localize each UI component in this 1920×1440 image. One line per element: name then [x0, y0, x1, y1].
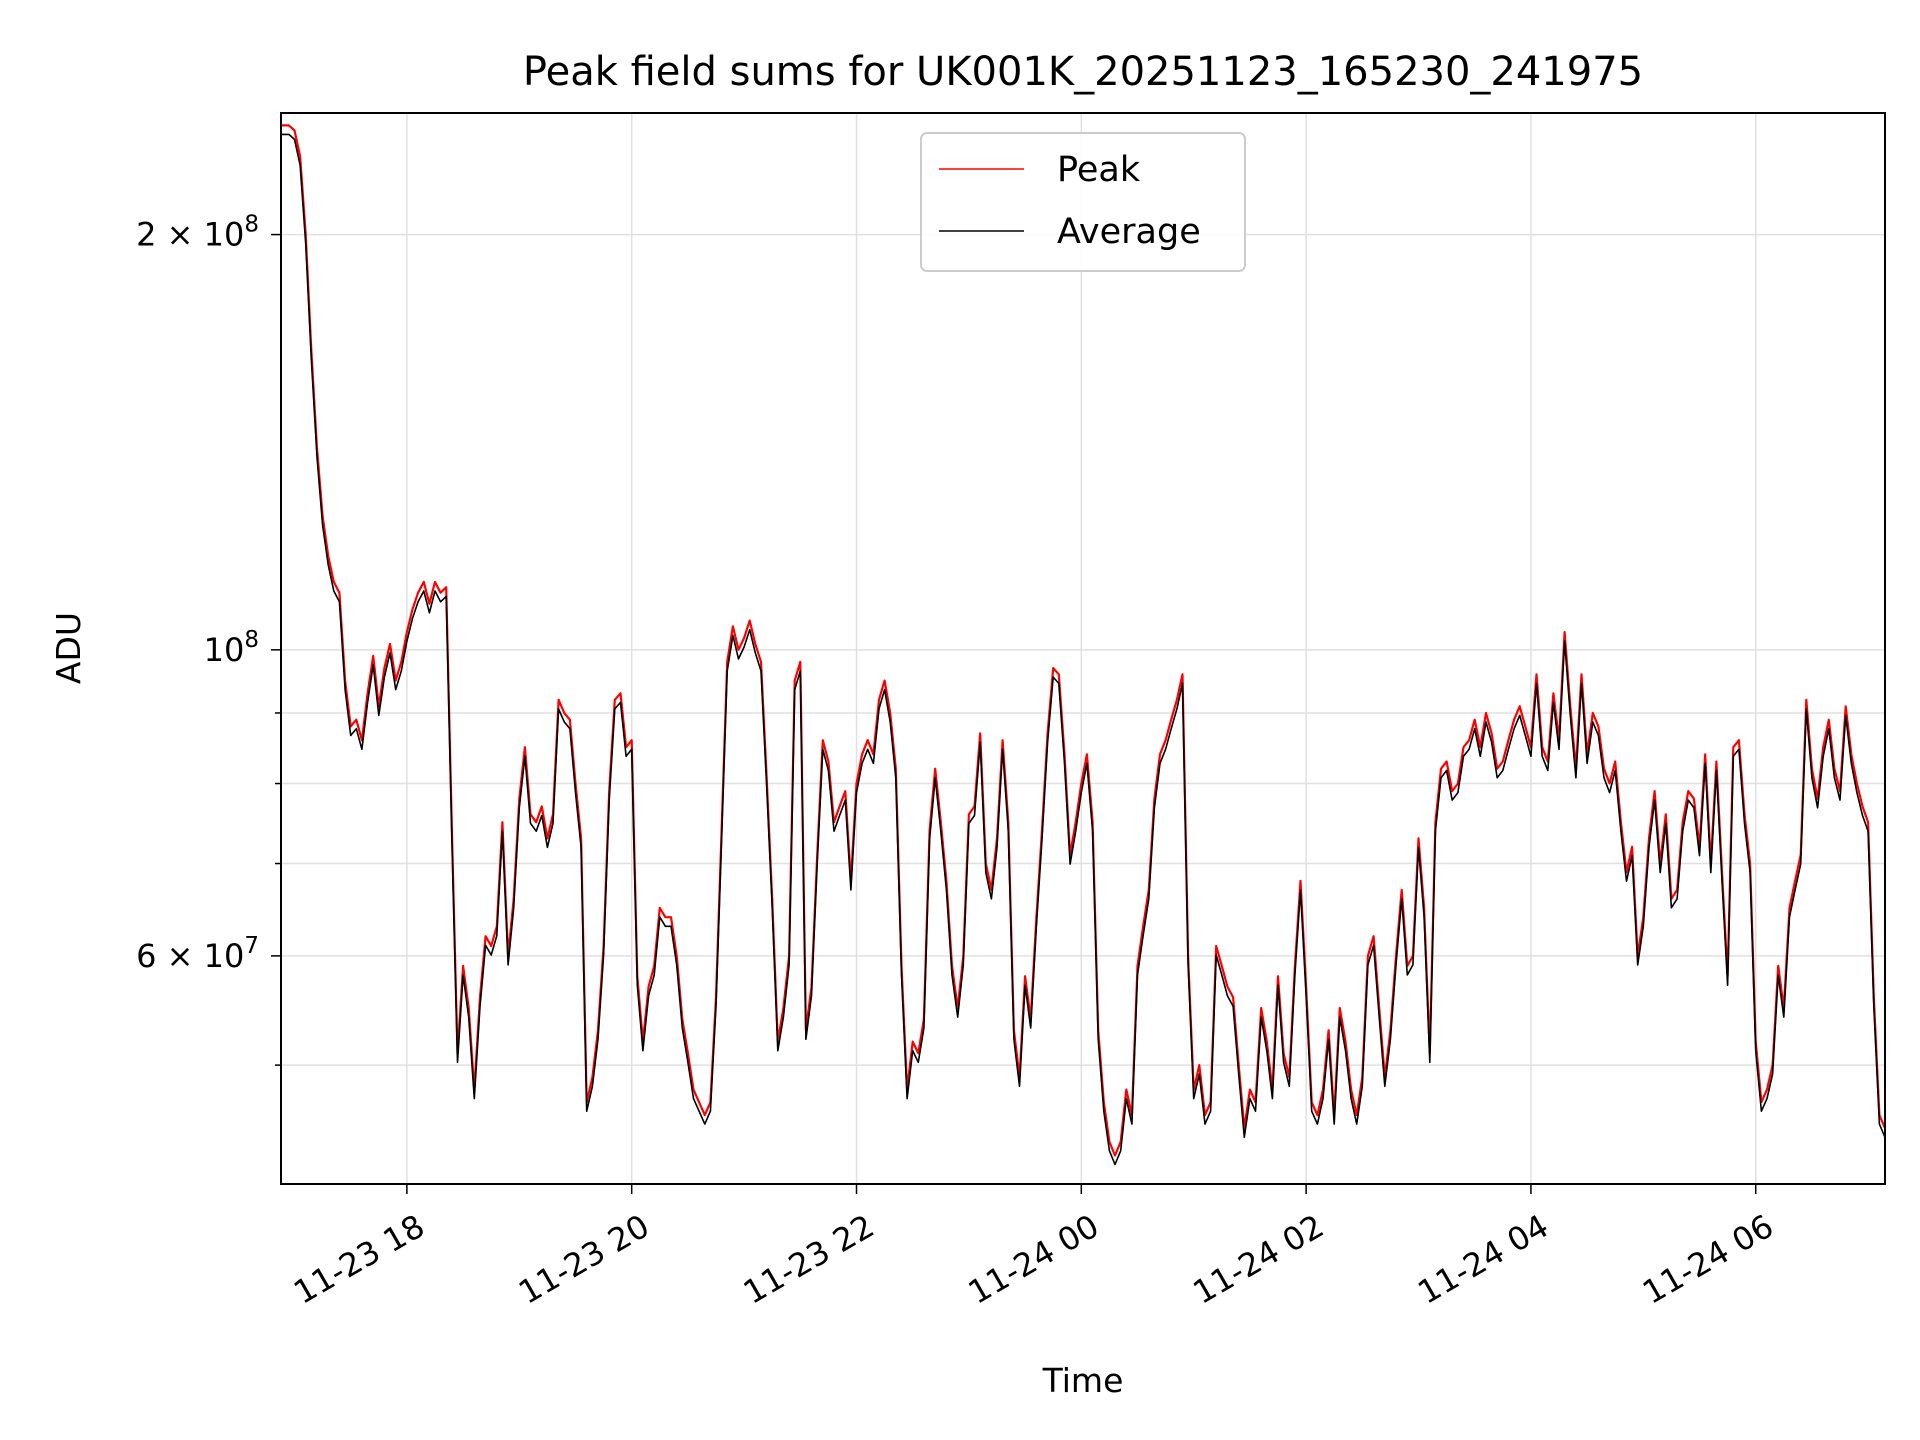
legend: Peak Average: [920, 132, 1246, 272]
series-layer: [281, 124, 1885, 1166]
y-axis-label: ADU: [49, 612, 88, 684]
legend-label-average: Average: [1057, 212, 1201, 252]
y-tick-label: 108: [204, 627, 259, 669]
y-tick-exponent: 8: [244, 627, 259, 653]
y-tick-label: 6 × 107: [136, 933, 259, 975]
y-tick-mantissa: 10: [204, 631, 245, 669]
series-line-average: [281, 133, 1885, 1166]
y-tick-mantissa: 2 × 10: [136, 216, 244, 254]
legend-label-peak: Peak: [1057, 150, 1141, 190]
plot-frame: [280, 112, 1886, 1185]
y-tick-mantissa: 6 × 10: [136, 937, 244, 975]
y-tick-exponent: 8: [244, 212, 259, 238]
series-line-peak: [281, 124, 1885, 1157]
y-tick-exponent: 7: [244, 933, 259, 959]
y-tick-label: 2 × 108: [136, 212, 259, 254]
plot-background: [281, 113, 1885, 1184]
chart-title: Peak field sums for UK001K_20251123_1652…: [523, 49, 1643, 95]
legend-box: [920, 132, 1246, 272]
x-axis-label: Time: [1042, 1361, 1124, 1400]
